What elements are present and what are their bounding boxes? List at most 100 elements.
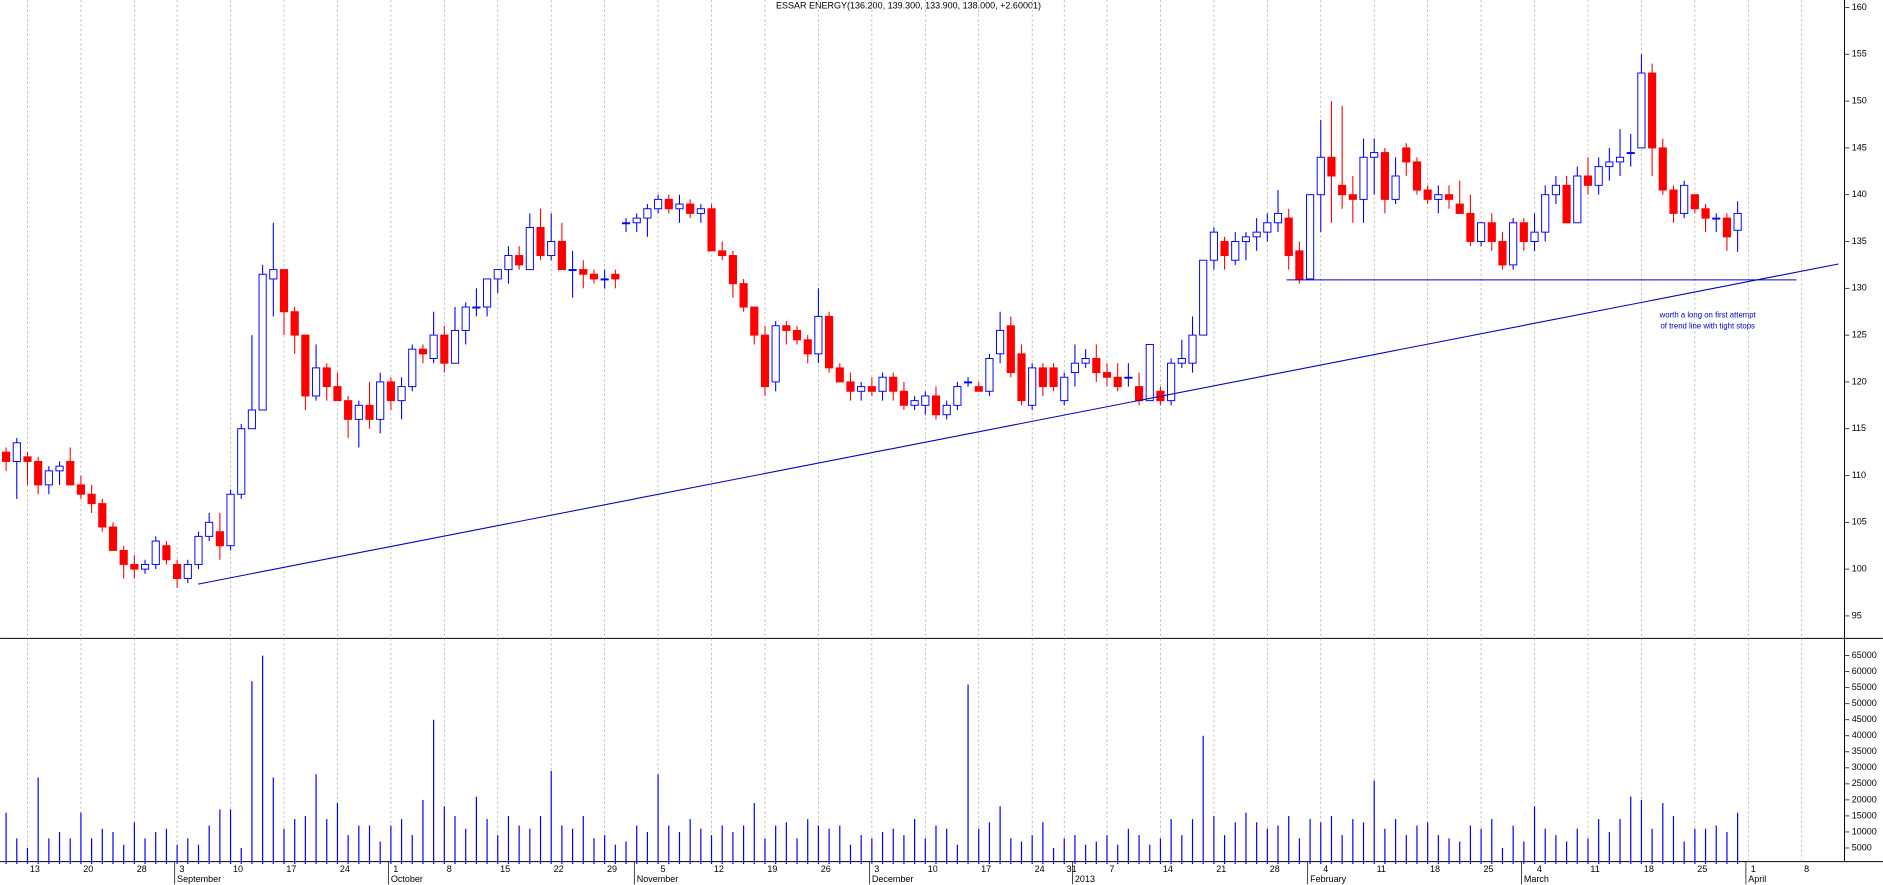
candle-body: [899, 390, 909, 406]
candle-body: [910, 400, 919, 406]
candle-body: [333, 386, 342, 402]
x-tick-label: 26: [821, 864, 831, 874]
candle-body: [365, 404, 374, 420]
candle-body: [803, 339, 812, 355]
candle-body: [942, 404, 951, 416]
candle-body: [792, 329, 802, 341]
candle-body: [536, 226, 545, 257]
candle-body: [1145, 343, 1154, 402]
x-tick-label: 3: [180, 864, 185, 874]
x-tick-label: 21: [1216, 864, 1226, 874]
candle-body: [226, 493, 235, 547]
month-label: February: [1310, 874, 1347, 884]
candle-body: [1669, 189, 1678, 214]
candle-body: [654, 198, 663, 210]
x-tick-label: 19: [767, 864, 777, 874]
candle-body: [1124, 376, 1133, 379]
candle-body: [1487, 222, 1496, 242]
candle-body: [1444, 194, 1454, 200]
candle-body: [1284, 217, 1293, 257]
x-tick-label: 20: [83, 864, 93, 874]
candle-body: [1220, 241, 1229, 257]
x-tick-label: 8: [1804, 864, 1809, 874]
x-tick-label: 11: [1377, 864, 1386, 874]
y-tick-label: 10000: [1852, 826, 1877, 836]
candle-body: [974, 386, 983, 392]
candle-body: [643, 208, 652, 219]
y-tick-label: 35000: [1852, 746, 1877, 756]
candle-body: [825, 315, 834, 369]
x-tick-label: 29: [607, 864, 617, 874]
candle-body: [664, 198, 673, 210]
x-tick-label: 24: [340, 864, 350, 874]
candle-body: [568, 269, 577, 272]
x-tick-label: 4: [1537, 864, 1542, 874]
candle-body: [493, 269, 502, 280]
candle-body: [867, 386, 876, 392]
candle-body: [782, 325, 791, 331]
candle-body: [108, 526, 118, 551]
x-tick-label: 12: [714, 864, 724, 874]
candle-body: [183, 563, 192, 579]
candle-body: [889, 376, 898, 392]
candle-body: [1316, 156, 1325, 196]
candle-body: [237, 428, 246, 495]
x-tick-label: 28: [1270, 864, 1280, 874]
x-tick-label: 14: [1163, 864, 1173, 874]
candle-body: [173, 563, 182, 579]
candle-body: [996, 329, 1005, 355]
candle-body: [1252, 231, 1261, 238]
candle-body: [728, 255, 737, 285]
candle-body: [985, 358, 994, 392]
candle-body: [1092, 358, 1101, 374]
candle-body: [194, 535, 203, 565]
candle-body: [1551, 184, 1560, 196]
candle-body: [1562, 184, 1571, 224]
candle-body: [953, 386, 962, 406]
y-tick-label: 130: [1852, 283, 1867, 293]
y-tick-label: 135: [1852, 236, 1867, 246]
x-tick-label: 28: [137, 864, 147, 874]
candle-body: [1038, 367, 1047, 388]
candle-body: [247, 409, 257, 430]
candle-body: [1402, 147, 1411, 163]
month-label: 2013: [1075, 874, 1095, 884]
candle-body: [1327, 156, 1336, 177]
month-label: September: [177, 874, 221, 884]
candle-body: [140, 563, 150, 570]
y-tick-label: 105: [1852, 517, 1867, 527]
y-tick-label: 115: [1852, 423, 1866, 433]
candle-body: [301, 334, 310, 397]
candle-body: [1070, 362, 1080, 374]
candle-body: [760, 334, 770, 388]
x-tick-label: 7: [1109, 864, 1114, 874]
candle-body: [579, 269, 588, 275]
candle-body: [119, 549, 128, 565]
candle-body: [921, 395, 930, 406]
candle-body: [1006, 325, 1015, 374]
x-tick-label: 24: [1035, 864, 1045, 874]
y-tick-label: 110: [1852, 470, 1866, 480]
y-tick-label: 150: [1852, 95, 1867, 105]
y-tick-label: 65000: [1852, 650, 1877, 660]
candle-body: [130, 563, 139, 570]
candle-body: [750, 306, 759, 336]
x-tick-label: 17: [286, 864, 296, 874]
candle-body: [1615, 156, 1625, 163]
candle-body: [1188, 334, 1197, 364]
candle-body: [12, 442, 21, 462]
candle-body: [461, 306, 470, 331]
candle-body: [686, 203, 695, 214]
candle-body: [1701, 208, 1710, 219]
y-tick-label: 20000: [1852, 794, 1877, 804]
candle-body: [2, 451, 11, 462]
candle-body: [98, 503, 107, 528]
candle-body: [1199, 259, 1208, 336]
candle-body: [1658, 147, 1667, 191]
candle-body: [1102, 372, 1112, 378]
x-tick-label: 31: [1067, 864, 1077, 874]
candle-body: [269, 269, 278, 280]
y-tick-label: 60000: [1852, 666, 1877, 676]
